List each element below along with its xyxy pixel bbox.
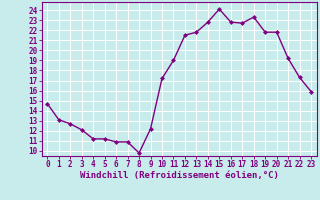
X-axis label: Windchill (Refroidissement éolien,°C): Windchill (Refroidissement éolien,°C) [80, 171, 279, 180]
